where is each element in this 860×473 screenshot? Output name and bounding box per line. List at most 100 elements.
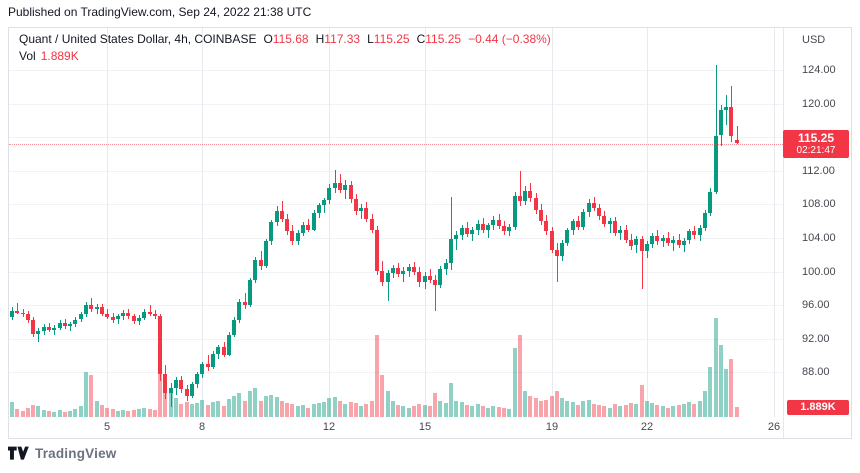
candle: [735, 139, 739, 144]
candle: [571, 221, 575, 231]
volume-bar: [576, 405, 580, 417]
time-tick-label[interactable]: 19: [545, 421, 559, 433]
candle: [137, 317, 141, 322]
volume-bar: [666, 407, 670, 417]
volume-bar: [275, 396, 279, 417]
candle: [380, 270, 384, 282]
candle: [724, 107, 728, 111]
time-tick-label[interactable]: 15: [418, 421, 432, 433]
candle-wick: [388, 269, 389, 301]
grid-line-vertical: [202, 28, 203, 417]
volume-bar: [290, 404, 294, 417]
price-tick-label[interactable]: 96.00: [802, 299, 830, 312]
candle: [417, 271, 421, 283]
candle: [401, 270, 405, 275]
candle: [370, 218, 374, 230]
tradingview-brand-text[interactable]: TradingView: [35, 446, 117, 461]
candle: [163, 374, 167, 393]
volume-bar: [195, 403, 199, 417]
candle-wick: [171, 382, 172, 407]
candle: [729, 107, 733, 137]
candle: [613, 221, 617, 233]
volume-bar: [269, 394, 273, 417]
candle: [227, 334, 231, 355]
chart-legend: Quant / United States Dollar, 4h, COINBA…: [19, 32, 551, 46]
volume-bar: [306, 407, 310, 417]
volume-bar: [237, 393, 241, 417]
volume-bar: [724, 369, 728, 417]
candle: [412, 266, 416, 272]
time-tick-label[interactable]: 22: [640, 421, 654, 433]
candle: [650, 236, 654, 244]
candle: [364, 207, 368, 219]
price-tick-label[interactable]: 120.00: [802, 97, 836, 110]
candle: [502, 226, 506, 232]
ohlc-high-label: H: [315, 32, 325, 46]
candle: [703, 212, 707, 228]
candle: [142, 311, 146, 318]
volume-bar: [333, 396, 337, 417]
price-tick-label[interactable]: 112.00: [802, 164, 835, 177]
candle: [708, 191, 712, 213]
time-tick-label[interactable]: 26: [767, 421, 781, 433]
time-tick-label[interactable]: 8: [198, 421, 206, 433]
volume-bar: [211, 402, 215, 417]
volume-bar: [692, 404, 696, 417]
candle-wick: [610, 217, 611, 233]
volume-bar: [401, 406, 405, 417]
change-value: −0.44 (−0.38%): [468, 32, 551, 46]
volume-bar: [449, 382, 453, 417]
volume-bar: [15, 409, 19, 417]
grid-line-vertical: [425, 28, 426, 417]
price-tick-label[interactable]: 92.00: [802, 332, 830, 345]
volume-bar: [100, 405, 104, 417]
candle: [470, 230, 474, 234]
candle: [465, 227, 469, 234]
volume-legend: Vol 1.889K: [19, 49, 79, 63]
grid-line-horizontal: [9, 372, 783, 374]
volume-bar: [444, 403, 448, 417]
volume-bar: [640, 385, 644, 417]
volume-bar: [264, 395, 268, 417]
chart-plot[interactable]: 124.00120.00116.00112.00108.00104.00100.…: [9, 28, 851, 438]
volume-bar: [497, 406, 501, 417]
chart-frame: 124.00120.00116.00112.00108.00104.00100.…: [8, 27, 852, 439]
time-tick-label[interactable]: 12: [322, 421, 336, 433]
volume-bar: [587, 400, 591, 417]
candle: [423, 275, 427, 283]
candle: [449, 238, 453, 264]
candle: [602, 216, 606, 224]
price-tick-label[interactable]: 100.00: [802, 265, 836, 278]
candle: [539, 210, 543, 222]
candle: [528, 191, 532, 198]
volume-bar: [602, 406, 606, 417]
candle: [634, 238, 638, 246]
candle: [682, 240, 686, 245]
volume-bar: [608, 407, 612, 417]
volume-bar: [613, 404, 617, 417]
grid-line-horizontal: [9, 204, 783, 206]
volume-bar: [560, 398, 564, 417]
grid-line-vertical: [774, 28, 775, 417]
price-tick-label[interactable]: 104.00: [802, 232, 836, 244]
candle: [200, 364, 204, 375]
volume-bar: [513, 348, 517, 417]
volume-bar: [79, 406, 83, 417]
candle-wick: [17, 302, 18, 315]
volume-bar: [491, 406, 495, 417]
candle: [275, 211, 279, 222]
price-tick-label[interactable]: 88.00: [802, 366, 830, 379]
price-tick-label[interactable]: 124.00: [802, 64, 836, 76]
candle-wick: [673, 236, 674, 251]
price-tick-label[interactable]: 108.00: [802, 198, 836, 211]
volume-bar: [148, 408, 152, 417]
volume-bar: [682, 404, 686, 417]
volume-bar: [650, 403, 654, 417]
volume-bar: [227, 399, 231, 417]
volume-bar: [407, 407, 411, 417]
time-tick-label[interactable]: 5: [103, 421, 111, 433]
candle: [105, 313, 109, 317]
candle-wick: [335, 170, 336, 193]
candle: [692, 231, 696, 236]
